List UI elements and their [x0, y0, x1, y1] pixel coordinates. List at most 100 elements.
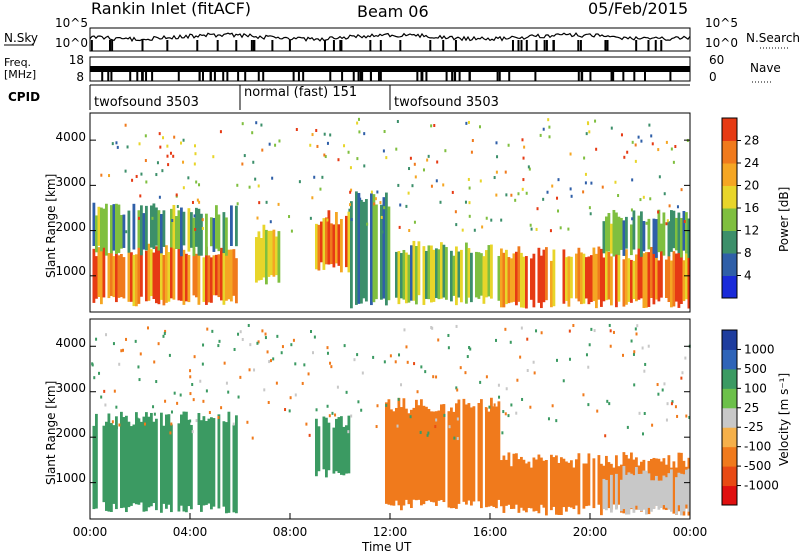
cpid-label: CPID	[8, 90, 40, 104]
heatmap-cell	[246, 420, 249, 424]
heatmap-cell	[170, 422, 173, 426]
heatmap-cell	[155, 380, 158, 384]
heatmap-cell	[559, 226, 562, 230]
heatmap-cell	[135, 412, 138, 505]
heatmap-cell	[435, 375, 438, 379]
heatmap-cell	[550, 454, 553, 511]
heatmap-cell	[309, 216, 312, 220]
heatmap-cell	[547, 417, 550, 421]
heatmap-cell	[343, 144, 346, 148]
heatmap-cell	[265, 229, 268, 285]
heatmap-cell	[313, 175, 316, 179]
heatmap-cell	[430, 184, 433, 188]
heatmap-cell	[176, 401, 179, 405]
heatmap-cell	[255, 237, 258, 283]
heatmap-cell	[349, 166, 352, 170]
heatmap-cell	[345, 390, 348, 394]
heatmap-cell	[643, 369, 646, 373]
heatmap-cell	[127, 247, 131, 302]
heatmap-cell	[651, 142, 654, 146]
heatmap-cell	[520, 326, 523, 330]
heatmap-cell	[169, 431, 172, 435]
heatmap-cell	[462, 398, 466, 502]
heatmap-cell	[159, 145, 162, 149]
heatmap-cell	[675, 217, 678, 251]
heatmap-cell	[127, 421, 131, 508]
heatmap-cell	[260, 238, 263, 280]
heatmap-cell	[645, 470, 648, 515]
heatmap-cell	[267, 400, 270, 404]
heatmap-cell	[327, 210, 331, 265]
heatmap-cell	[633, 383, 636, 387]
heatmap-cell	[153, 412, 156, 416]
heatmap-cell	[551, 404, 554, 408]
heatmap-cell	[173, 391, 176, 395]
heatmap-cell	[309, 143, 312, 147]
heatmap-cell	[307, 372, 310, 376]
heatmap-cell	[397, 251, 401, 305]
heatmap-cell	[158, 195, 161, 199]
heatmap-cell	[683, 220, 686, 224]
heatmap-cell	[587, 453, 591, 506]
heatmap-cell	[405, 345, 408, 349]
heatmap-cell	[117, 255, 121, 298]
heatmap-cell	[340, 218, 343, 273]
heatmap-cell	[622, 259, 626, 307]
heatmap-cell	[448, 425, 451, 429]
heatmap-cell	[640, 139, 643, 143]
heatmap-cell	[602, 257, 606, 302]
heatmap-cell	[437, 410, 441, 501]
heatmap-cell	[362, 201, 366, 299]
heatmap-cell	[651, 423, 654, 427]
heatmap-cell	[580, 252, 583, 305]
heatmap-cell	[522, 256, 526, 308]
heatmap-cell	[433, 123, 436, 127]
heatmap-cell	[665, 477, 668, 508]
nave-right-tick-top: 60	[709, 53, 724, 67]
heatmap-cell	[451, 190, 454, 194]
heatmap-cell	[317, 426, 321, 472]
heatmap-cell	[597, 455, 601, 505]
heatmap-cell	[510, 258, 513, 303]
heatmap-cell	[397, 183, 400, 187]
heatmap-cell	[223, 361, 226, 365]
heatmap-cell	[677, 250, 681, 308]
heatmap-cell	[517, 192, 520, 196]
heatmap-cell	[649, 197, 652, 201]
heatmap-cell	[470, 150, 473, 154]
noise-left-tick-bottom: 10^0	[55, 36, 88, 50]
heatmap-cell	[191, 200, 194, 204]
heatmap-cell	[356, 353, 359, 357]
heatmap-cell	[632, 260, 636, 299]
heatmap-cell	[430, 411, 433, 502]
heatmap-cell	[656, 383, 659, 387]
heatmap-cell	[257, 184, 260, 188]
heatmap-cell	[335, 418, 338, 472]
heatmap-cell	[432, 375, 435, 379]
heatmap-cell	[118, 362, 121, 366]
heatmap-cell	[670, 469, 673, 512]
heatmap-cell	[192, 398, 195, 402]
heatmap-cell	[557, 209, 560, 213]
heatmap-cell	[437, 338, 440, 342]
heatmap-cell	[392, 411, 396, 506]
heatmap-cell	[170, 245, 173, 299]
heatmap-cell	[95, 215, 98, 253]
heatmap-cell	[565, 461, 568, 512]
heatmap-cell	[470, 407, 473, 506]
heatmap-cell	[120, 215, 123, 249]
heatmap-cell	[172, 245, 176, 300]
heatmap-cell	[400, 383, 403, 387]
heatmap-cell	[261, 148, 264, 152]
heatmap-cell	[111, 420, 114, 424]
heatmap-cell	[417, 241, 421, 296]
heatmap-cell	[205, 246, 208, 305]
heatmap-cell	[412, 407, 416, 500]
heatmap-cell	[235, 258, 238, 304]
heatmap-cell	[674, 405, 677, 409]
heatmap-cell	[375, 425, 378, 429]
heatmap-cell	[610, 223, 613, 254]
heatmap-cell	[414, 175, 417, 179]
heatmap-cell	[210, 217, 213, 247]
heatmap-cell	[587, 256, 591, 305]
